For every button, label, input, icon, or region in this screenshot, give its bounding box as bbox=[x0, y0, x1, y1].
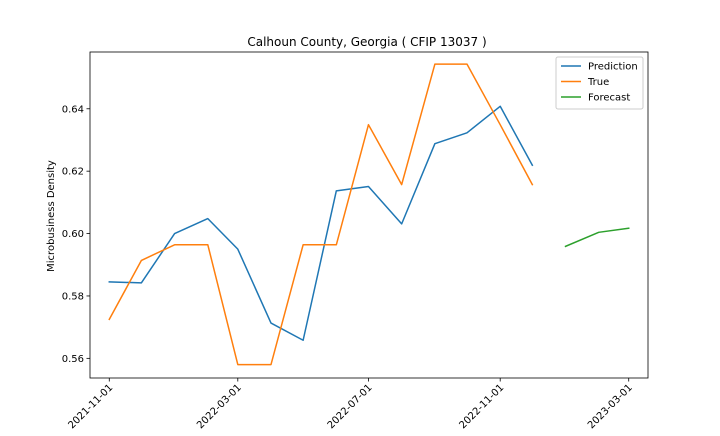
legend-label-true: True bbox=[587, 77, 609, 88]
series-line-forecast bbox=[564, 227, 630, 248]
y-tick-label: 0.58 bbox=[62, 291, 84, 302]
y-tick-label: 0.56 bbox=[62, 354, 84, 365]
legend: Prediction True Forecast bbox=[555, 56, 644, 110]
series-line-prediction bbox=[108, 105, 534, 341]
y-tick-label: 0.62 bbox=[62, 167, 84, 178]
legend-label-forecast: Forecast bbox=[588, 93, 630, 104]
legend-box bbox=[555, 56, 644, 110]
series-layer bbox=[108, 63, 630, 366]
series-line-true bbox=[108, 63, 534, 366]
legend-label-prediction: Prediction bbox=[588, 62, 638, 73]
chart-title: Calhoun County, Georgia ( CFIP 13037 ) bbox=[247, 35, 486, 49]
plot-area-frame bbox=[89, 51, 649, 379]
y-tick-label: 0.64 bbox=[62, 104, 84, 115]
y-axis-label: Microbusiness Density bbox=[46, 160, 57, 272]
y-tick-label: 0.60 bbox=[62, 229, 84, 240]
